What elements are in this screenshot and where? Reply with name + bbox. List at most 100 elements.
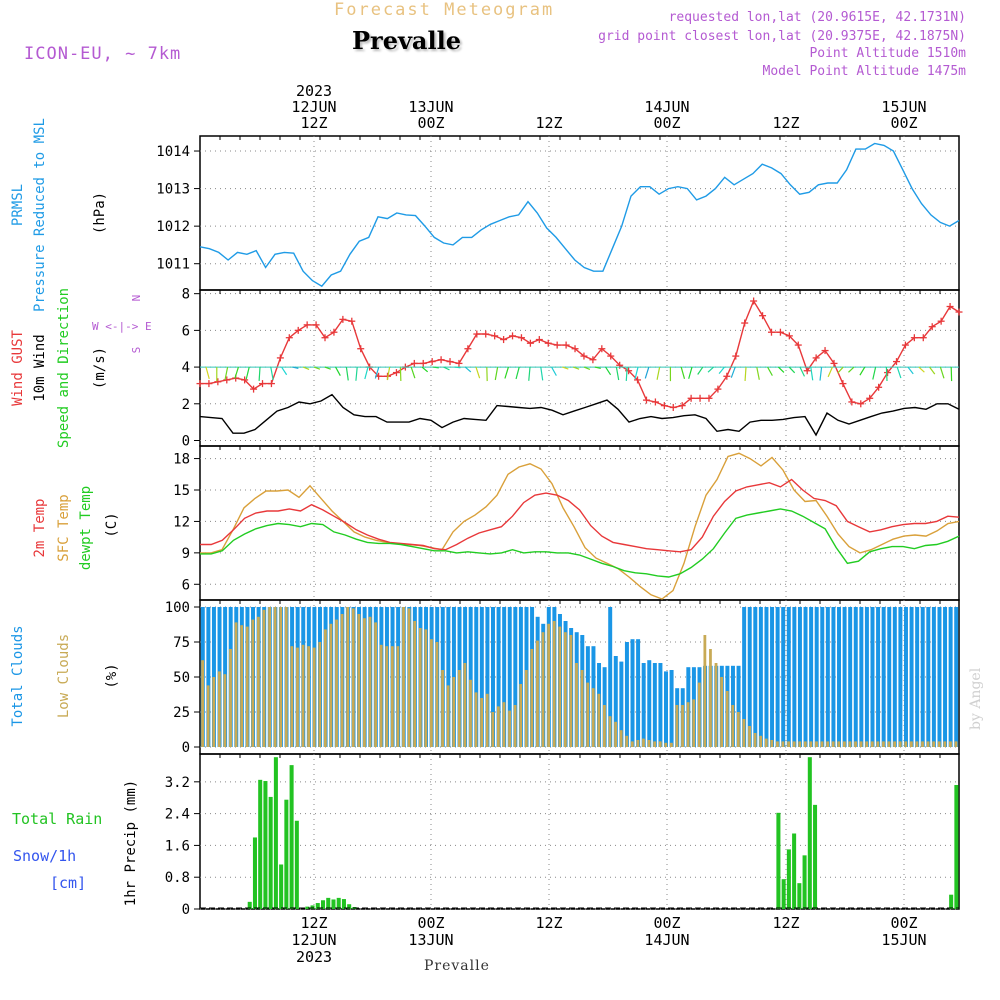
low-cloud-bar (290, 646, 294, 747)
low-cloud-bar (307, 646, 311, 747)
temp-label-dewpt: dewpt Temp (78, 486, 94, 570)
rain-bar (310, 905, 315, 909)
wind-arrow (605, 366, 612, 376)
total-cloud-bar (770, 607, 775, 747)
low-cloud-bar (346, 607, 350, 747)
total-cloud-bar (797, 607, 802, 747)
low-cloud-bar (569, 635, 573, 747)
total-cloud-bar (624, 642, 629, 747)
low-cloud-bar (485, 693, 489, 747)
low-cloud-bar (787, 741, 790, 747)
bottom-time-label: 12Z (300, 914, 327, 932)
low-cloud-bar (837, 741, 841, 747)
low-cloud-bar (591, 688, 595, 747)
low-cloud-bar (390, 646, 394, 747)
low-cloud-bar (212, 677, 216, 747)
wind-arrow (859, 366, 866, 376)
total-cloud-bar (468, 607, 473, 747)
low-cloud-bar (915, 741, 919, 747)
total-cloud-bar (479, 607, 484, 747)
bottom-time-label: 00Z (890, 914, 917, 932)
total-cloud-bar (887, 607, 892, 747)
wind-arrow (730, 366, 736, 378)
low-cloud-bar (368, 616, 372, 747)
low-cloud-bar (731, 705, 735, 747)
low-cloud-bar (318, 642, 322, 747)
rain-bar (258, 779, 263, 909)
total-cloud-bar (736, 665, 741, 747)
total-cloud-bar (206, 607, 211, 747)
total-cloud-bar (814, 607, 819, 747)
low-cloud-bar (541, 632, 545, 747)
low-cloud-bar (770, 740, 774, 747)
y-tick-label: 100 (165, 600, 190, 616)
low-cloud-bar (803, 741, 807, 747)
low-cloud-bar (418, 628, 422, 747)
top-time-label: 00Z (890, 114, 917, 132)
wind-arrow (345, 367, 349, 381)
wind-compass: W <-|-> E (92, 320, 152, 333)
low-cloud-bar (776, 741, 779, 747)
wind-arrow (374, 366, 380, 379)
wind-speed-series (199, 393, 960, 437)
low-cloud-bar (725, 691, 729, 747)
total-cloud-bar (853, 607, 858, 747)
bottom-time-label: 13JUN (408, 931, 453, 949)
low-cloud-bar (848, 741, 852, 747)
low-cloud-bar (865, 741, 869, 747)
low-cloud-bar (301, 644, 305, 747)
low-cloud-bar (831, 741, 835, 747)
rain-bar (315, 903, 320, 909)
y-tick-label: 1013 (156, 182, 190, 198)
rain-bar (289, 765, 294, 909)
low-cloud-bar (379, 644, 383, 747)
low-cloud-bar (932, 741, 936, 747)
low-cloud-bar (709, 649, 712, 747)
bottom-time-label: 00Z (417, 914, 444, 932)
total-cloud-bar (943, 607, 948, 747)
panel-pressure: 1011 1012 1013 1014 (156, 135, 960, 291)
wind-arrow (475, 366, 481, 379)
wind-arrow (837, 366, 844, 374)
low-cloud-bar (563, 632, 567, 747)
low-cloud-bar (312, 647, 316, 747)
rain-bar (331, 899, 336, 909)
rain-bar (247, 901, 252, 909)
wind-arrow (454, 366, 461, 369)
wind-arrow (744, 367, 747, 381)
low-cloud-bar (201, 660, 204, 747)
total-cloud-bar (507, 607, 512, 747)
total-cloud-bar (636, 639, 641, 747)
low-cloud-bar (943, 741, 947, 747)
low-cloud-bar (502, 702, 506, 747)
low-cloud-bar (619, 730, 623, 747)
requested-point: requested lon,lat (20.9615E, 42.1731N) (668, 10, 966, 25)
low-cloud-bar (647, 740, 651, 747)
low-cloud-bar (642, 738, 645, 747)
total-cloud-bar (892, 607, 897, 747)
rain-bar (294, 820, 299, 909)
wind-arrow (270, 366, 274, 381)
model-altitude: Model Point Altitude 1475m (762, 64, 967, 79)
low-cloud-bar (351, 608, 355, 747)
wind-gust-series (196, 297, 963, 411)
wind-arrow (718, 366, 725, 374)
low-cloud-bar (859, 741, 863, 747)
temp-label-sfc: SFC Temp (56, 494, 72, 561)
panel-frame (199, 753, 960, 910)
y-tick-label: 1012 (156, 219, 190, 235)
low-cloud-bar (251, 619, 255, 747)
precip-label-snow: Snow/1h (13, 847, 76, 865)
rain-bar (263, 781, 268, 909)
low-cloud-bar (229, 649, 232, 747)
wind-arrow (827, 366, 833, 378)
top-time-label: 12Z (535, 114, 562, 132)
low-cloud-bar (385, 646, 389, 747)
low-cloud-bar (234, 622, 238, 747)
low-cloud-bar (608, 716, 612, 747)
precip-label-unit: 1hr Precip (mm) (123, 780, 139, 906)
low-cloud-bar (329, 623, 333, 747)
wind-label-speed-dir: Speed and Direction (56, 288, 72, 448)
y-tick-label: 1014 (156, 144, 190, 160)
